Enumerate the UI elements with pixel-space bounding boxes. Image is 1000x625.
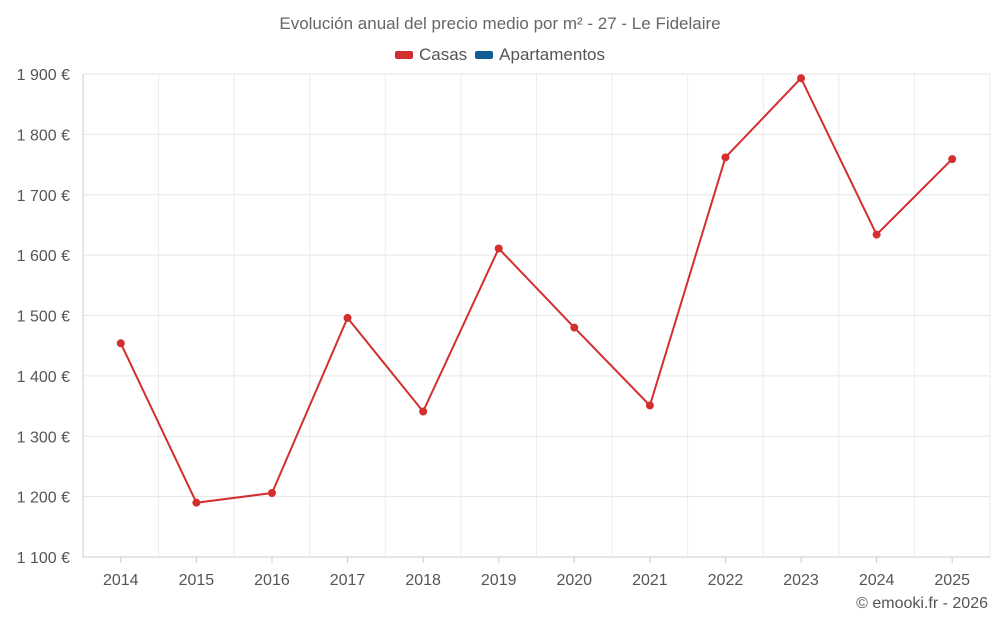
- x-tick-label: 2016: [254, 572, 290, 589]
- x-tick-label: 2024: [859, 572, 895, 589]
- data-point-casas[interactable]: 2016: 1206 €: [267, 489, 276, 498]
- legend-item-apartamentos[interactable]: Apartamentos: [475, 45, 605, 65]
- legend-swatch-casas: [394, 51, 413, 59]
- x-tick-label: 2014: [103, 572, 139, 589]
- y-tick-label: 1 500 €: [17, 309, 70, 326]
- x-tick-label: 2018: [405, 572, 441, 589]
- legend-label-apartamentos: Apartamentos: [499, 45, 606, 64]
- grid: [83, 73, 991, 558]
- series-group: 2014: 1454 € 2015: 1190 € 2016: 1206 € 2017…: [116, 74, 957, 507]
- data-point-casas[interactable]: 2017: 1496 €: [343, 313, 352, 322]
- x-tick-label: 2017: [330, 572, 366, 589]
- data-point-casas[interactable]: 2015: 1190 €: [192, 498, 201, 507]
- x-tick-label: 2020: [556, 572, 592, 589]
- axes: [82, 74, 990, 558]
- y-tick-label: 1 400 €: [17, 369, 70, 386]
- x-tick-label: 2025: [934, 572, 970, 589]
- legend: Casas Apartamentos: [0, 45, 1000, 65]
- data-point-casas[interactable]: 2019: 1611 €: [494, 244, 503, 253]
- y-tick-label: 1 200 €: [17, 490, 70, 507]
- legend-label-casas: Casas: [418, 45, 468, 64]
- y-tick-label: 1 300 €: [17, 429, 70, 446]
- y-tick-label: 1 700 €: [17, 188, 70, 205]
- x-tick-label: 2023: [783, 572, 819, 589]
- x-tick-label: 2022: [708, 572, 744, 589]
- data-point-casas[interactable]: 2024: 1634 €: [872, 230, 881, 239]
- data-point-casas[interactable]: 2021: 1351 €: [645, 401, 654, 410]
- ticks: 1 100 € 1 200 € 1 300 € 1 400 € 1 500 € 1 600…: [17, 67, 970, 589]
- data-point-casas[interactable]: 2018: 1341 €: [419, 407, 428, 416]
- data-point-casas[interactable]: 2022: 1762 €: [721, 153, 730, 162]
- y-tick-label: 1 900 €: [17, 67, 70, 84]
- data-point-casas[interactable]: 2020: 1480 €: [570, 323, 579, 332]
- y-tick-label: 1 600 €: [17, 248, 70, 265]
- x-tick-label: 2015: [179, 572, 215, 589]
- data-point-casas[interactable]: 2023: 1893 €: [797, 74, 806, 83]
- series-line-casas: [119, 77, 953, 504]
- data-point-casas[interactable]: 2014: 1454 €: [116, 339, 125, 348]
- x-tick-label: 2019: [481, 572, 517, 589]
- legend-swatch-apartamentos: [475, 51, 494, 59]
- legend-item-casas[interactable]: Casas: [394, 45, 468, 65]
- y-tick-label: 1 800 €: [17, 127, 70, 144]
- credit-text: © emooki.fr - 2026: [856, 595, 988, 612]
- x-tick-label: 2021: [632, 572, 668, 589]
- data-point-casas[interactable]: 2025: 1759 €: [948, 155, 957, 164]
- chart-title: Evolución anual del precio medio por m² …: [279, 14, 721, 33]
- y-tick-label: 1 100 €: [17, 550, 70, 567]
